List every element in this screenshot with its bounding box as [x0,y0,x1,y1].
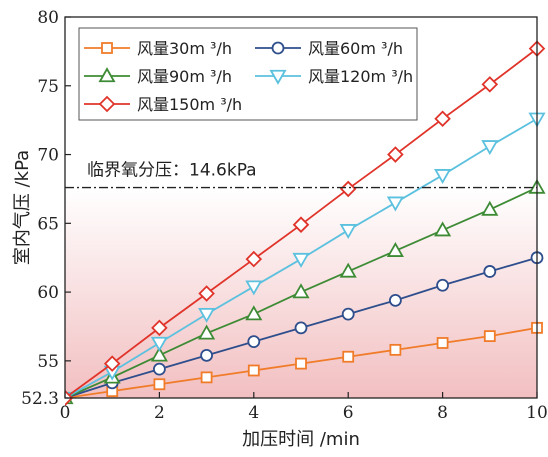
x-tick-label: 10 [526,403,548,423]
legend-marker [273,43,284,54]
data-point [436,112,450,126]
data-point [296,359,306,369]
data-point [436,170,450,182]
y-tick-label: 52.3 [21,389,59,409]
data-point [484,266,495,277]
data-point [343,352,353,362]
y-tick-label: 60 [37,283,59,303]
x-tick-label: 6 [343,403,354,423]
legend-label: 风量60m ³/h [308,39,403,58]
y-tick-label: 80 [37,8,59,28]
data-point [248,336,259,347]
legend: 风量30m ³/h 风量60m ³/h 风量90m ³/h 风量120m ³/h 风量1… [79,28,417,120]
data-point [154,364,165,375]
x-axis-title: 加压时间 /min [242,429,360,450]
critical-pressure-label: 临界氧分压：14.6kPa [87,161,257,181]
legend-label: 风量120m ³/h [308,67,413,86]
data-point [154,379,164,389]
data-point [390,345,400,355]
legend-label: 风量150m ³/h [137,95,242,114]
data-point [249,365,259,375]
data-point [483,77,497,91]
data-point [437,280,448,291]
data-point [483,141,497,153]
x-tick-label: 4 [248,403,259,423]
data-point [390,295,401,306]
data-point [201,350,212,361]
y-tick-label: 55 [37,352,59,372]
y-tick-label: 70 [37,146,59,166]
y-tick-label: 65 [37,214,59,234]
y-axis-title: 室内气压 /kPa [12,150,33,265]
data-point [343,309,354,320]
legend-label: 风量90m ³/h [137,67,232,86]
x-tick-label: 2 [154,403,165,423]
y-tick-label: 75 [37,77,59,97]
data-point [202,372,212,382]
data-point [438,338,448,348]
x-tick-label: 8 [437,403,448,423]
data-point [296,322,307,333]
legend-label: 风量30m ³/h [137,39,232,58]
legend-item: 风量120m ³/h [255,67,413,86]
data-point [485,331,495,341]
legend-item: 风量150m ³/h [84,95,242,114]
data-point [388,148,402,162]
x-tick-label: 0 [60,403,71,423]
legend-marker [102,43,112,53]
